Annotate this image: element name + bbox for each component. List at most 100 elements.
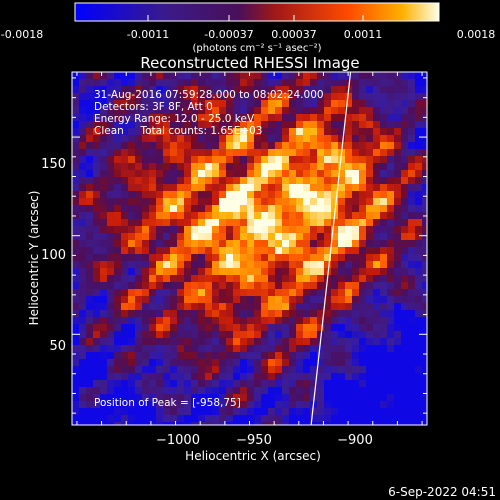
heatmap-cell (275, 254, 283, 262)
heatmap-cell (303, 205, 311, 213)
heatmap-cell (121, 387, 129, 395)
heatmap-cell (86, 401, 94, 409)
heatmap-cell (338, 114, 346, 122)
heatmap-cell (331, 331, 339, 339)
heatmap-cell (93, 156, 101, 164)
heatmap-cell (296, 254, 304, 262)
heatmap-cell (128, 366, 136, 374)
heatmap-cell (100, 296, 108, 304)
heatmap-cell (380, 401, 388, 409)
heatmap-cell (338, 352, 346, 360)
heatmap-cell (289, 72, 297, 80)
heatmap-cell (205, 240, 213, 248)
heatmap-cell (198, 289, 206, 297)
heatmap-cell (422, 240, 427, 248)
heatmap-cell (254, 191, 262, 199)
heatmap-cell (107, 156, 115, 164)
heatmap-cell (366, 338, 374, 346)
heatmap-cell (93, 408, 101, 416)
heatmap-cell (282, 212, 290, 220)
heatmap-cell (317, 212, 325, 220)
heatmap-cell (422, 163, 427, 171)
heatmap-cell (163, 184, 171, 192)
heatmap-cell (142, 93, 150, 101)
heatmap-cell (121, 422, 129, 425)
heatmap-cell (331, 380, 339, 388)
heatmap-cell (415, 282, 423, 290)
heatmap-cell (156, 331, 164, 339)
heatmap-cell (191, 240, 199, 248)
heatmap-cell (254, 247, 262, 255)
heatmap-cell (401, 275, 409, 283)
heatmap-cell (268, 163, 276, 171)
heatmap-cell (156, 373, 164, 381)
heatmap-cell (282, 184, 290, 192)
heatmap-cell (275, 338, 283, 346)
heatmap-cell (254, 345, 262, 353)
heatmap-cell (317, 100, 325, 108)
heatmap-cell (401, 415, 409, 423)
heatmap-cell (415, 142, 423, 150)
heatmap-cell (296, 387, 304, 395)
heatmap-cell (387, 128, 395, 136)
heatmap-cell (219, 373, 227, 381)
heatmap-cell (268, 261, 276, 269)
heatmap-cell (149, 387, 157, 395)
heatmap-cell (177, 142, 185, 150)
heatmap-cell (100, 282, 108, 290)
heatmap-cell (191, 331, 199, 339)
heatmap-cell (394, 296, 402, 304)
heatmap-cell (324, 142, 332, 150)
heatmap-cell (205, 205, 213, 213)
heatmap-cell (366, 296, 374, 304)
heatmap-cell (254, 289, 262, 297)
heatmap-cell (240, 212, 248, 220)
heatmap-cell (373, 268, 381, 276)
heatmap-cell (149, 331, 157, 339)
heatmap-cell (184, 387, 192, 395)
heatmap-cell (401, 184, 409, 192)
heatmap-cell (331, 310, 339, 318)
heatmap-cell (247, 72, 255, 80)
heatmap-cell (233, 184, 241, 192)
heatmap-cell (79, 275, 87, 283)
heatmap-cell (282, 275, 290, 283)
heatmap-cell (331, 86, 339, 94)
heatmap-cell (268, 422, 276, 425)
heatmap-cell (184, 331, 192, 339)
heatmap-cell (303, 240, 311, 248)
heatmap-cell (191, 233, 199, 241)
heatmap-cell (114, 114, 122, 122)
heatmap-cell (191, 352, 199, 360)
heatmap-cell (128, 191, 136, 199)
heatmap-cell (135, 352, 143, 360)
heatmap-cell (198, 79, 206, 87)
heatmap-cell (254, 184, 262, 192)
heatmap-cell (345, 282, 353, 290)
heatmap-cell (317, 72, 325, 80)
heatmap-cell (289, 205, 297, 213)
heatmap-cell (212, 86, 220, 94)
heatmap-cell (93, 317, 101, 325)
heatmap-cell (121, 254, 129, 262)
heatmap-cell (135, 261, 143, 269)
heatmap-cell (380, 359, 388, 367)
heatmap-cell (268, 100, 276, 108)
heatmap-cell (170, 107, 178, 115)
heatmap-cell (205, 331, 213, 339)
heatmap-cell (72, 289, 80, 297)
heatmap-cell (177, 380, 185, 388)
heatmap-cell (86, 226, 94, 234)
heatmap-cell (156, 366, 164, 374)
heatmap-cell (324, 128, 332, 136)
heatmap-cell (282, 408, 290, 416)
heatmap-cell (121, 219, 129, 227)
heatmap-cell (107, 275, 115, 283)
heatmap-cell (170, 380, 178, 388)
heatmap-cell (135, 121, 143, 129)
heatmap-cell (359, 373, 367, 381)
heatmap-cell (261, 331, 269, 339)
heatmap-cell (86, 198, 94, 206)
heatmap-cell (205, 184, 213, 192)
heatmap-cell (86, 177, 94, 185)
